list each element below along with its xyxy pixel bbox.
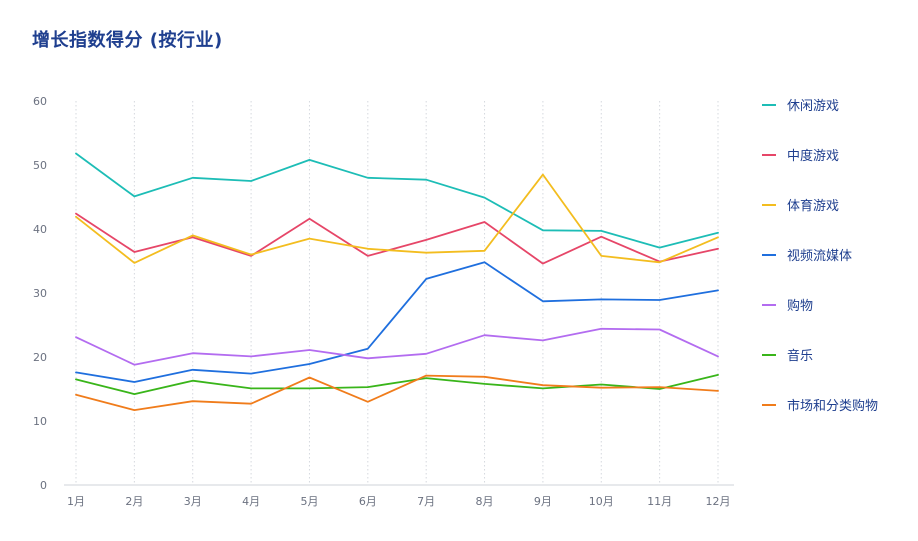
legend-label: 市场和分类购物 bbox=[787, 398, 878, 414]
legend-label: 音乐 bbox=[787, 348, 813, 364]
y-tick-label: 30 bbox=[33, 287, 47, 300]
x-tick-label: 8月 bbox=[476, 495, 494, 508]
y-tick-label: 0 bbox=[40, 479, 47, 492]
series-line-5 bbox=[75, 373, 719, 396]
y-tick-label: 10 bbox=[33, 415, 47, 428]
x-tick-label: 4月 bbox=[242, 495, 260, 508]
x-tick-label: 3月 bbox=[184, 495, 202, 508]
legend-label: 休闲游戏 bbox=[787, 99, 839, 114]
x-tick-label: 11月 bbox=[647, 495, 672, 508]
x-tick-label: 9月 bbox=[534, 495, 552, 508]
x-axis: 1月 2月 3月 4月 5月 6月 7月 8月 9月 10月 11月 12月 bbox=[64, 484, 734, 508]
y-tick-label: 40 bbox=[33, 223, 47, 236]
x-tick-label: 10月 bbox=[589, 495, 614, 508]
series-line-1 bbox=[75, 212, 719, 265]
grid-lines bbox=[75, 101, 719, 485]
x-tick-label: 2月 bbox=[125, 495, 143, 508]
legend-label: 购物 bbox=[787, 298, 813, 314]
y-axis: 0 10 20 30 40 50 60 bbox=[33, 95, 47, 492]
y-tick-label: 50 bbox=[33, 159, 47, 172]
x-tick-label: 6月 bbox=[359, 495, 377, 508]
series-line-0 bbox=[75, 152, 719, 249]
series-line-2 bbox=[75, 173, 719, 264]
legend-label: 体育游戏 bbox=[787, 198, 839, 214]
x-tick-label: 7月 bbox=[417, 495, 435, 508]
x-tick-label: 12月 bbox=[706, 495, 731, 508]
chart-title: 增长指数得分 (按行业) bbox=[32, 30, 223, 51]
series-lines bbox=[75, 152, 719, 412]
y-tick-label: 60 bbox=[33, 95, 47, 108]
x-tick-label: 1月 bbox=[67, 495, 85, 508]
series-line-4 bbox=[75, 327, 719, 366]
x-tick-label: 5月 bbox=[300, 495, 318, 508]
series-line-3 bbox=[75, 261, 719, 383]
legend-label: 视频流媒体 bbox=[787, 249, 852, 264]
series-line-6 bbox=[75, 374, 719, 412]
y-tick-label: 20 bbox=[33, 351, 47, 364]
legend-label: 中度游戏 bbox=[787, 148, 839, 164]
